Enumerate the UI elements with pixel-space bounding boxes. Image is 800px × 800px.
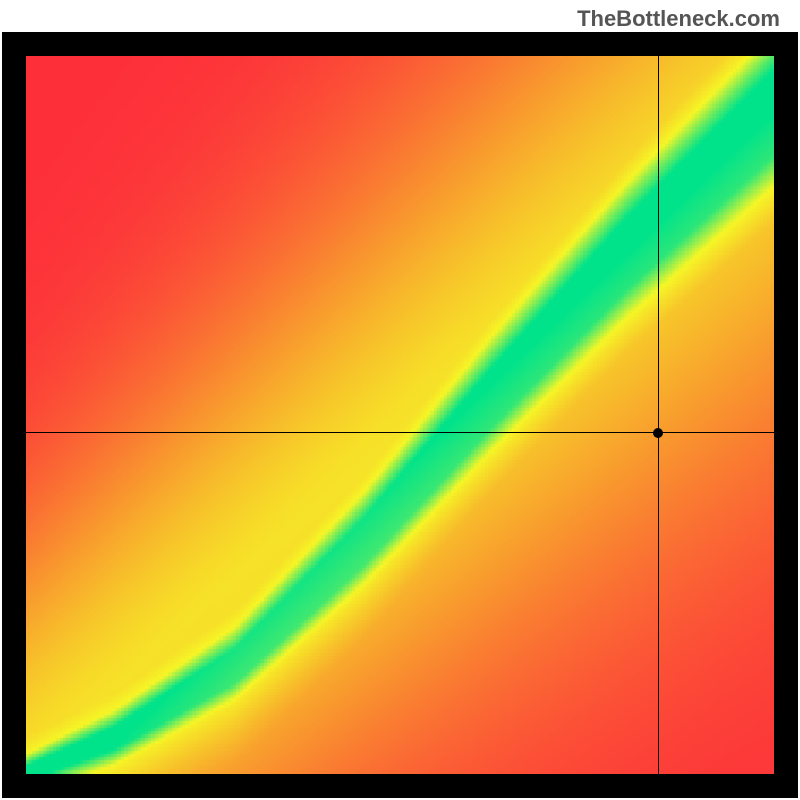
chart-container: TheBottleneck.com — [0, 0, 800, 800]
crosshair-vertical — [658, 56, 659, 774]
watermark-text: TheBottleneck.com — [577, 6, 780, 32]
heatmap-canvas — [26, 56, 774, 774]
plot-area — [26, 56, 774, 774]
marker-point — [653, 428, 663, 438]
